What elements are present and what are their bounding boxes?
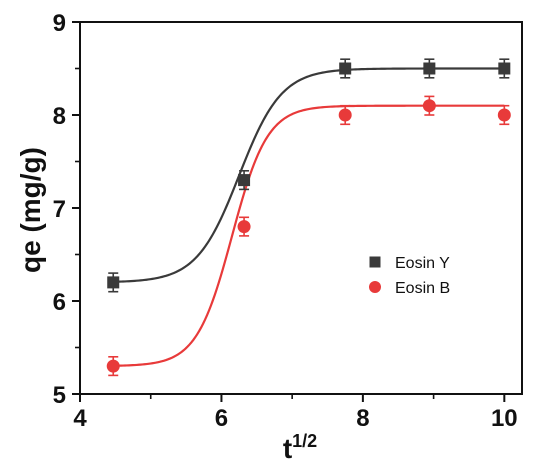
y-tick-label: 8 bbox=[53, 103, 66, 130]
legend-item-2: Eosin B bbox=[369, 280, 450, 297]
circle-marker bbox=[338, 108, 352, 122]
circle-marker bbox=[497, 108, 511, 122]
x-tick-label: 8 bbox=[356, 405, 369, 432]
legend-item-1: Eosin Y bbox=[369, 255, 450, 272]
x-tick-label: 4 bbox=[73, 405, 87, 432]
legend-label: Eosin B bbox=[395, 280, 450, 297]
y-tick-label: 9 bbox=[53, 10, 66, 37]
square-marker bbox=[238, 174, 251, 187]
data-point-1-4 bbox=[423, 58, 436, 79]
square-marker bbox=[339, 62, 352, 75]
legend-circle-marker bbox=[369, 281, 381, 293]
x-tick-label: 10 bbox=[491, 405, 518, 432]
data-point-2-2 bbox=[237, 216, 251, 237]
x-tick-label: 6 bbox=[215, 405, 228, 432]
square-marker bbox=[498, 62, 511, 75]
legend-square-marker bbox=[369, 256, 381, 268]
fit-curve-1 bbox=[113, 67, 505, 283]
y-tick-label: 7 bbox=[53, 196, 66, 223]
data-point-2-3 bbox=[338, 104, 352, 126]
y-axis-label: qe (mg/g) bbox=[15, 147, 46, 273]
data-points bbox=[106, 58, 511, 377]
y-tick-label: 6 bbox=[53, 289, 66, 316]
x-axis-label-base: t bbox=[283, 433, 292, 464]
data-point-2-5 bbox=[497, 104, 511, 126]
square-marker bbox=[423, 62, 436, 75]
fit-curve-2 bbox=[113, 104, 505, 367]
data-point-2-4 bbox=[422, 95, 436, 116]
circle-marker bbox=[237, 220, 251, 234]
square-marker bbox=[107, 276, 120, 289]
y-tick-label: 5 bbox=[53, 382, 66, 409]
data-point-1-3 bbox=[339, 58, 352, 79]
data-point-1-1 bbox=[107, 272, 120, 293]
legend: Eosin Y Eosin B bbox=[369, 255, 450, 297]
x-axis-label: t1/2 bbox=[283, 431, 317, 464]
legend-label: Eosin Y bbox=[395, 255, 450, 272]
data-point-1-2 bbox=[238, 170, 251, 191]
plot-frame bbox=[79, 21, 523, 395]
x-axis-label-superscript: 1/2 bbox=[292, 431, 317, 451]
axes: 4 6 8 10 5 6 7 8 9 bbox=[53, 10, 523, 432]
fit-curves bbox=[113, 67, 505, 367]
circle-marker bbox=[106, 359, 120, 373]
circle-marker bbox=[422, 99, 436, 113]
data-point-2-1 bbox=[106, 355, 120, 377]
data-point-1-5 bbox=[498, 58, 511, 79]
